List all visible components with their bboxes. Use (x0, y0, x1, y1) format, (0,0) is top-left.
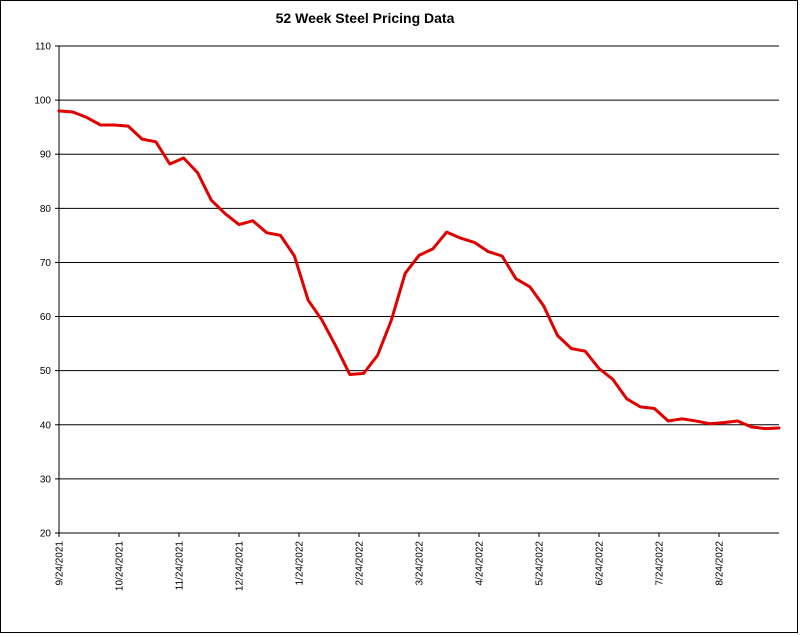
y-tick-label: 90 (40, 150, 52, 161)
y-tick-label: 100 (34, 96, 51, 107)
x-tick-label: 5/24/2022 (535, 541, 546, 586)
x-tick-label: 8/24/2022 (715, 541, 726, 586)
y-tick-label: 50 (40, 366, 52, 377)
x-tick-label: 12/24/2021 (235, 541, 246, 591)
x-axis-ticks: 9/24/2021 10/24/2021 11/24/2021 12/24/2021 1… (55, 533, 726, 591)
y-tick-label: 60 (40, 312, 52, 323)
series-line (57, 109, 781, 431)
chart-title: 52 Week Steel Pricing Data (275, 10, 455, 26)
x-tick-label: 10/24/2021 (115, 541, 126, 591)
x-tick-label: 1/24/2022 (295, 541, 306, 586)
x-tick-label: 11/24/2021 (175, 541, 186, 591)
y-tick-label: 80 (40, 204, 52, 215)
y-tick-label: 40 (40, 420, 52, 431)
x-tick-label: 4/24/2022 (475, 541, 486, 586)
x-tick-label: 9/24/2021 (55, 541, 66, 586)
y-axis-ticks: 20 30 40 50 60 70 80 90 100 110 (34, 42, 59, 540)
y-tick-label: 110 (35, 42, 51, 53)
gridlines (59, 45, 779, 480)
series (57, 109, 781, 431)
x-tick-label: 3/24/2022 (415, 541, 426, 586)
x-tick-label: 2/24/2022 (355, 541, 366, 586)
x-tick-label: 6/24/2022 (595, 541, 606, 586)
y-tick-label: 30 (40, 474, 52, 485)
x-tick-label: 7/24/2022 (655, 541, 666, 586)
y-tick-label: 70 (40, 258, 52, 269)
axes (58, 46, 779, 534)
y-tick-label: 20 (40, 529, 52, 540)
